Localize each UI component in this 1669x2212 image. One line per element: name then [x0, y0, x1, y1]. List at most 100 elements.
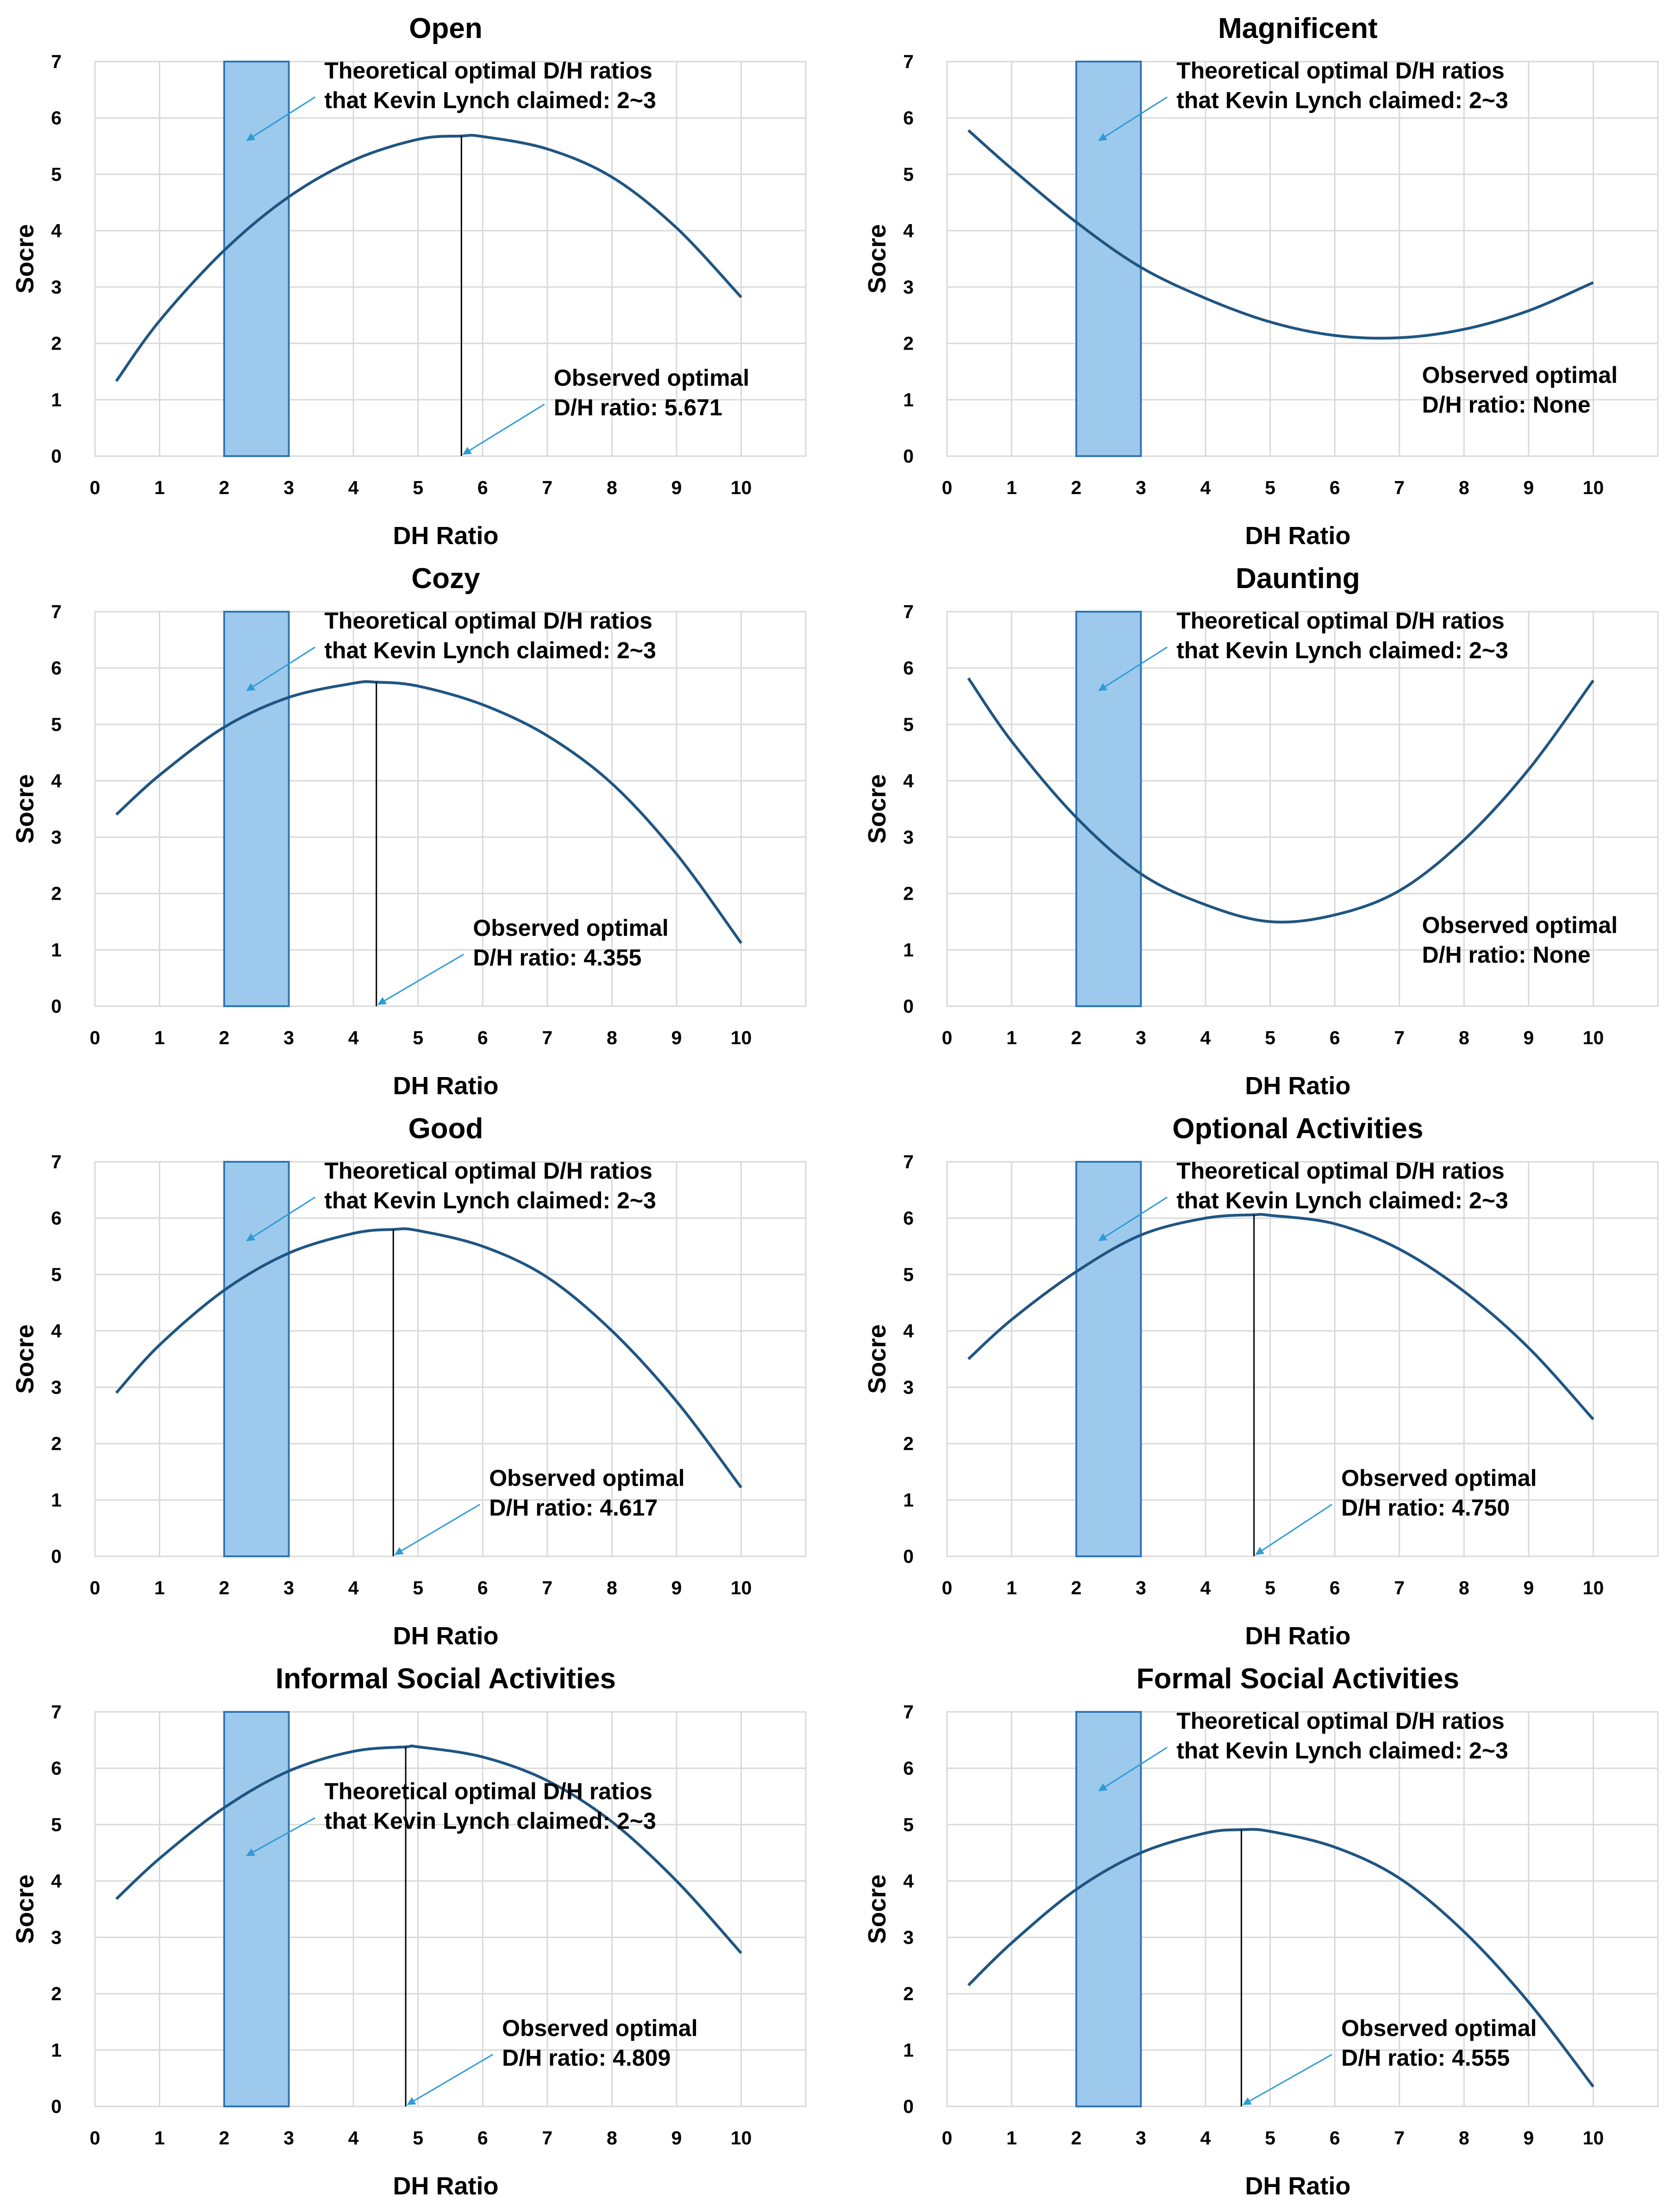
x-tick-label: 10 [1583, 477, 1604, 498]
y-tick-label: 2 [51, 333, 62, 354]
plot-area [94, 61, 807, 457]
x-tick-label: 8 [1459, 2127, 1469, 2149]
chart-panel: 0 1 2 3 4 5 6 7 8 9 10 0 1 2 3 4 5 6 7 Open DH Ratio Socre The… [11, 13, 807, 550]
observed-arrow [1242, 2054, 1332, 2105]
chart-panel: 0 1 2 3 4 5 6 7 8 9 10 0 1 2 3 4 5 6 7 Optional Activities D… [863, 1113, 1659, 1650]
y-tick-label: 1 [51, 2039, 62, 2061]
chart-title: Good [408, 1113, 483, 1145]
x-tick-label: 7 [1394, 477, 1405, 498]
plot-area [946, 1711, 1659, 2107]
theory-annotation-line2: that Kevin Lynch claimed: 2~3 [1176, 88, 1508, 113]
plot-area [946, 61, 1659, 457]
y-tick-label: 7 [903, 601, 914, 622]
chart-title: Optional Activities [1172, 1113, 1423, 1145]
y-tick-label: 0 [51, 445, 62, 467]
x-tick-label: 2 [1071, 477, 1082, 498]
x-tick-label: 6 [1330, 1577, 1340, 1598]
x-tick-label: 3 [283, 477, 294, 498]
x-tick-label: 10 [1583, 2127, 1604, 2149]
y-tick-label: 1 [51, 389, 62, 410]
x-tick-label: 5 [1265, 2127, 1275, 2149]
y-tick-label: 0 [903, 445, 914, 467]
x-tick-label: 0 [90, 1577, 100, 1598]
series-line [115, 134, 742, 382]
plot-area [946, 1161, 1659, 1557]
plot-area [94, 1711, 807, 2107]
x-tick-label: 1 [1006, 2127, 1017, 2149]
x-tick-label: 7 [1394, 1027, 1405, 1048]
observed-annotation-line2: D/H ratio: 4.617 [489, 1495, 658, 1521]
y-tick-label: 3 [51, 1377, 62, 1398]
x-tick-label: 1 [1006, 477, 1017, 498]
y-tick-label: 5 [903, 163, 914, 185]
x-tick-label: 2 [1071, 2127, 1082, 2149]
x-tick-label: 10 [1583, 1027, 1604, 1048]
x-tick-label: 1 [1006, 1577, 1017, 1598]
y-tick-label: 4 [51, 770, 62, 791]
observed-annotation-line2: D/H ratio: 4.750 [1341, 1495, 1510, 1521]
series-line [115, 1744, 742, 1954]
y-tick-label: 7 [51, 1151, 62, 1172]
x-tick-label: 8 [1459, 477, 1469, 498]
theory-arrow [1098, 646, 1168, 691]
x-tick-label: 5 [1265, 477, 1275, 498]
x-tick-label: 0 [90, 2127, 100, 2149]
theory-annotation-line1: Theoretical optimal D/H ratios [1176, 58, 1504, 84]
y-axis-label: Socre [11, 774, 39, 844]
y-tick-label: 1 [903, 1489, 914, 1510]
y-axis-label: Socre [863, 774, 891, 844]
x-tick-label: 8 [1459, 1027, 1469, 1048]
chart-panel: 0 1 2 3 4 5 6 7 8 9 10 0 1 2 3 4 5 6 7 Magnificent DH Ratio S… [863, 13, 1659, 550]
theory-annotation-line1: Theoretical optimal D/H ratios [1176, 608, 1504, 634]
y-tick-label: 1 [51, 1489, 62, 1510]
observed-arrow [394, 1504, 480, 1555]
theory-annotation-line2: that Kevin Lynch claimed: 2~3 [324, 1188, 656, 1214]
observed-annotation-line1: Observed optimal [1422, 912, 1618, 938]
observed-annotation-line1: Observed optimal [1422, 362, 1618, 388]
theoretical-band [223, 611, 290, 1007]
y-tick-label: 2 [51, 1433, 62, 1454]
observed-arrow [1255, 1504, 1333, 1555]
y-axis-label: Socre [11, 224, 39, 294]
observed-annotation-line2: D/H ratio: 5.671 [554, 395, 722, 420]
theory-annotation-line1: Theoretical optimal D/H ratios [324, 608, 652, 634]
theoretical-band [1075, 1711, 1142, 2107]
y-tick-label: 3 [51, 827, 62, 848]
y-tick-label: 0 [51, 996, 62, 1017]
y-tick-label: 6 [51, 1758, 62, 1779]
x-axis-label: DH Ratio [1245, 1622, 1351, 1650]
y-tick-label: 7 [51, 601, 62, 622]
x-tick-label: 2 [1071, 1027, 1082, 1048]
series-line [115, 680, 742, 944]
y-tick-label: 3 [903, 1927, 914, 1948]
y-axis-label: Socre [11, 1874, 39, 1944]
y-tick-label: 4 [903, 1320, 914, 1341]
y-tick-label: 3 [903, 276, 914, 298]
observed-annotation-line2: D/H ratio: None [1422, 942, 1591, 968]
observed-arrow [462, 403, 545, 455]
observed-arrow [377, 953, 464, 1005]
y-tick-label: 2 [903, 1433, 914, 1454]
x-tick-label: 9 [671, 477, 682, 498]
x-tick-label: 0 [942, 477, 953, 498]
x-axis-label: DH Ratio [1245, 522, 1351, 550]
y-tick-label: 7 [903, 1701, 914, 1723]
chart-panel: 0 1 2 3 4 5 6 7 8 9 10 0 1 2 3 4 5 6 7 Informal Social Acti… [11, 1663, 807, 2200]
x-tick-label: 0 [942, 1577, 953, 1598]
y-axis-label: Socre [863, 1324, 891, 1394]
theory-annotation-line2: that Kevin Lynch claimed: 2~3 [1176, 638, 1508, 664]
x-tick-label: 10 [731, 1577, 752, 1598]
x-tick-label: 9 [1524, 1027, 1534, 1048]
chart-title: Formal Social Activities [1136, 1663, 1459, 1695]
x-tick-label: 10 [731, 477, 752, 498]
y-tick-label: 1 [903, 389, 914, 410]
x-tick-label: 0 [90, 477, 100, 498]
x-tick-label: 8 [607, 1577, 617, 1598]
x-tick-label: 8 [607, 477, 617, 498]
x-tick-label: 1 [154, 1027, 165, 1048]
x-tick-label: 5 [413, 1577, 423, 1598]
x-tick-label: 3 [1136, 2127, 1146, 2149]
theory-annotation-line1: Theoretical optimal D/H ratios [1176, 1708, 1504, 1734]
theoretical-band [1075, 61, 1142, 457]
y-tick-label: 4 [903, 220, 914, 241]
